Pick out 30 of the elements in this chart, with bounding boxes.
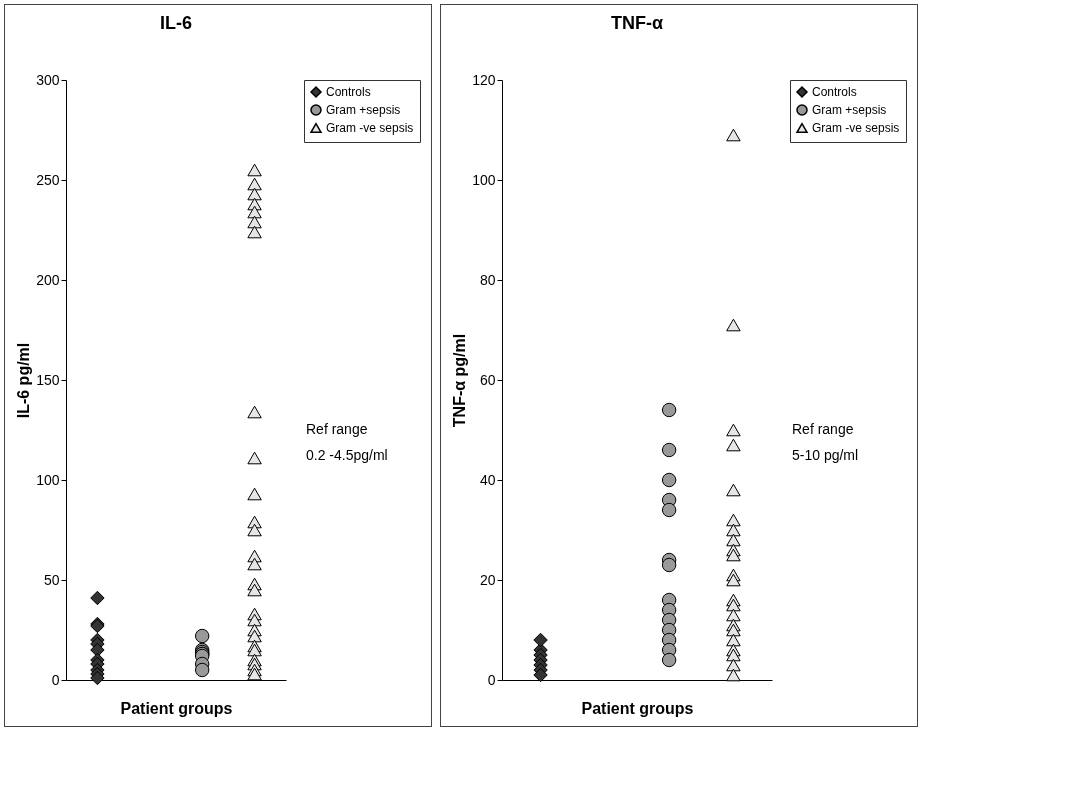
legend-label: Gram -ve sepsis bbox=[326, 121, 414, 135]
y-tick-label: 150 bbox=[36, 371, 60, 388]
chart-title: TNF-α bbox=[610, 13, 664, 33]
y-tick-label: 100 bbox=[36, 471, 60, 488]
x-axis-title: Patient groups bbox=[581, 699, 694, 717]
legend-label: Gram -ve sepsis bbox=[812, 121, 900, 135]
text: 0.2 -4.5pg/ml bbox=[306, 447, 388, 463]
y-tick-label: 40 bbox=[479, 471, 496, 488]
y-tick-label: 250 bbox=[36, 171, 60, 188]
legend-label: Gram +sepsis bbox=[812, 103, 887, 117]
chart-title: IL-6 bbox=[159, 13, 193, 33]
y-axis-title: TNF-α pg/ml bbox=[451, 333, 469, 428]
y-tick-label: 300 bbox=[36, 71, 60, 88]
y-tick-label: 50 bbox=[43, 571, 60, 588]
text: 5-10 pg/ml bbox=[792, 447, 859, 463]
legend-label: Gram +sepsis bbox=[326, 103, 401, 117]
y-tick-label: 120 bbox=[472, 71, 496, 88]
y-tick-label: 200 bbox=[36, 271, 60, 288]
y-tick-label: 0 bbox=[51, 671, 60, 688]
text: Ref range bbox=[306, 421, 368, 437]
y-tick-label: 80 bbox=[479, 271, 496, 288]
y-tick-label: 100 bbox=[472, 171, 496, 188]
legend-label: Controls bbox=[326, 85, 371, 99]
y-tick-label: 20 bbox=[479, 571, 496, 588]
x-axis-title: Patient groups bbox=[120, 699, 233, 717]
y-tick-label: 0 bbox=[487, 671, 496, 688]
legend-label: Controls bbox=[812, 85, 857, 99]
y-tick-label: 60 bbox=[479, 371, 496, 388]
y-axis-title: IL-6 pg/ml bbox=[15, 342, 33, 419]
text: Ref range bbox=[792, 421, 854, 437]
